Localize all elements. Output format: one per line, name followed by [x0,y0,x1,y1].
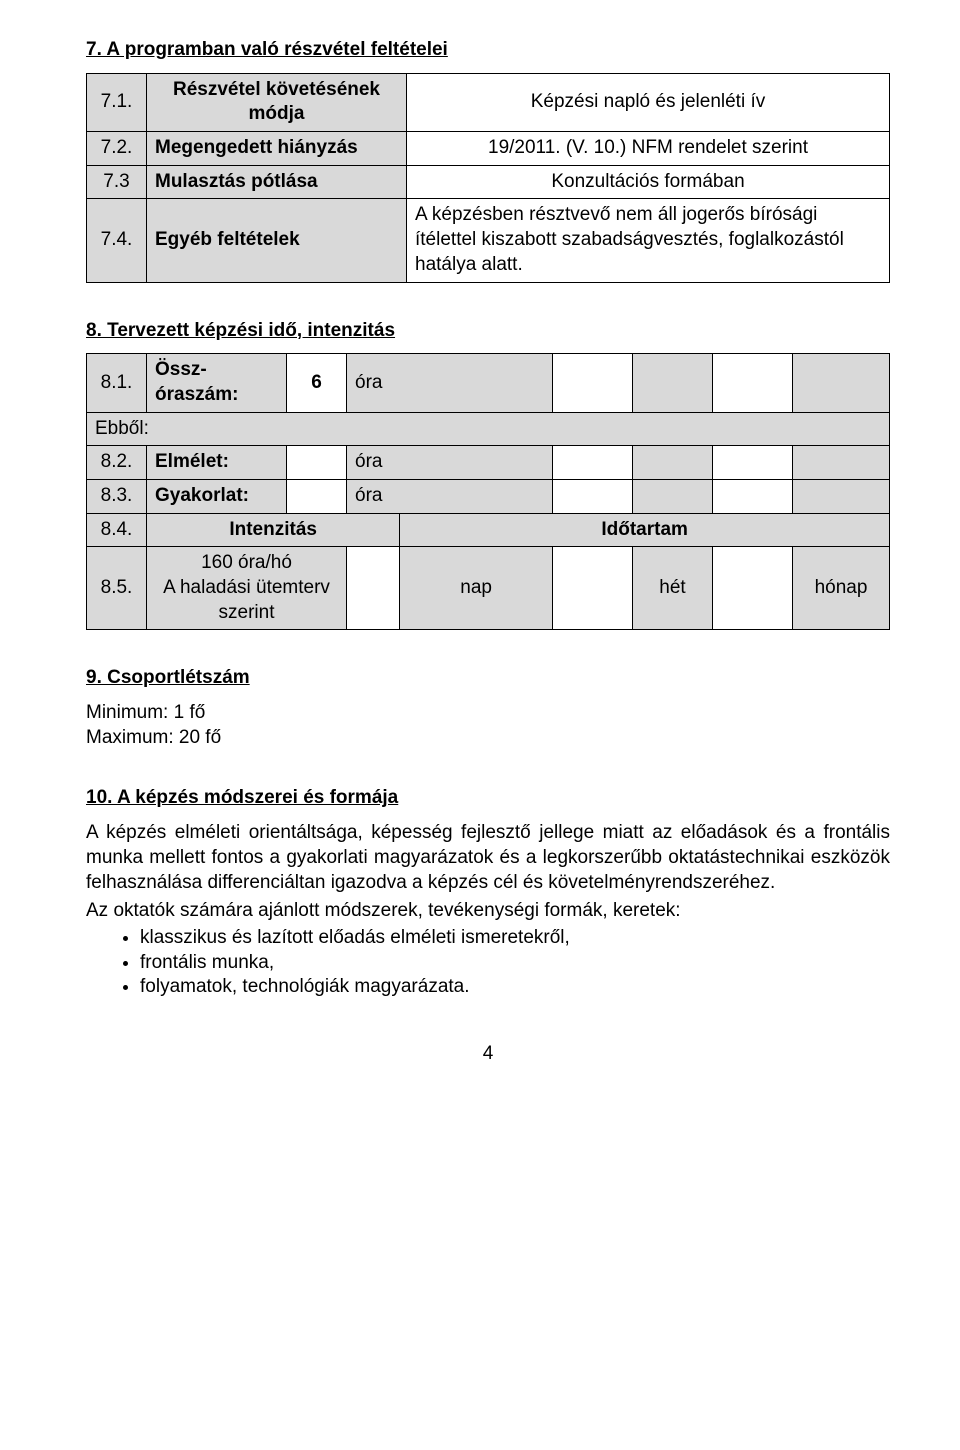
paragraph: Az oktatók számára ajánlott módszerek, t… [86,899,890,924]
cell-label: Megengedett hiányzás [147,132,407,166]
min-text: Minimum: 1 fő [86,701,890,726]
list-item: frontális munka, [140,951,890,976]
table-row: Ebből: [87,412,890,446]
cell-empty [347,547,400,630]
cell-num: 7.4. [87,199,147,282]
cell-label: 160 óra/hó A haladási ütemterv szerint [147,547,347,630]
cell-empty [287,479,347,513]
cell-label: Gyakorlat: [147,479,287,513]
cell-empty [553,479,633,513]
cell-value: Konzultációs formában [407,165,890,199]
cell-empty [633,446,713,480]
section-9-heading: 9. Csoportlétszám [86,666,890,691]
cell-num: 8.4. [87,513,147,547]
cell-empty [633,479,713,513]
list-item: folyamatok, technológiák magyarázata. [140,975,890,1000]
cell-label: Össz-óraszám: [147,354,287,412]
cell-empty [713,547,793,630]
cell-label: Intenzitás [147,513,400,547]
table-row: 8.2. Elmélet: óra [87,446,890,480]
page-number: 4 [86,1042,890,1067]
table-row: 7.2. Megengedett hiányzás 19/2011. (V. 1… [87,132,890,166]
bullet-list: klasszikus és lazított előadás elméleti … [86,926,890,1000]
cell-empty [713,354,793,412]
cell-unit: hónap [793,547,890,630]
cell-label: Egyéb feltételek [147,199,407,282]
cell-empty [553,547,633,630]
table-row: 8.1. Össz-óraszám: 6 óra [87,354,890,412]
table-row: 8.3. Gyakorlat: óra [87,479,890,513]
table-row: 7.1. Részvétel követésének módja Képzési… [87,73,890,131]
cell-empty [713,446,793,480]
cell-num: 7.2. [87,132,147,166]
section-10-heading: 10. A képzés módszerei és formája [86,786,890,811]
table-row: 7.4. Egyéb feltételek A képzésben résztv… [87,199,890,282]
cell-empty [793,479,890,513]
cell-empty [633,354,713,412]
section-7-heading: 7. A programban való részvétel feltétele… [86,38,890,63]
cell-value: A képzésben résztvevő nem áll jogerős bí… [407,199,890,282]
cell-empty [793,446,890,480]
cell-value: 6 [287,354,347,412]
cell-num: 8.1. [87,354,147,412]
list-item: klasszikus és lazított előadás elméleti … [140,926,890,951]
section-8-heading: 8. Tervezett képzési idő, intenzitás [86,319,890,344]
cell-unit: nap [400,547,553,630]
cell-unit: óra [347,354,553,412]
cell-value: Képzési napló és jelenléti ív [407,73,890,131]
cell-empty [713,479,793,513]
cell-label2: Időtartam [400,513,890,547]
cell-unit: óra [347,479,553,513]
table-7: 7.1. Részvétel követésének módja Képzési… [86,73,890,283]
cell-unit: óra [347,446,553,480]
table-row: 8.4. Intenzitás Időtartam [87,513,890,547]
cell-num: 7.1. [87,73,147,131]
cell-value: 19/2011. (V. 10.) NFM rendelet szerint [407,132,890,166]
cell-empty [553,446,633,480]
cell-ebbol: Ebből: [87,412,890,446]
paragraph: A képzés elméleti orientáltsága, képessé… [86,821,890,895]
max-text: Maximum: 20 fő [86,726,890,751]
cell-label: Részvétel követésének módja [147,73,407,131]
cell-empty [793,354,890,412]
table-8: 8.1. Össz-óraszám: 6 óra Ebből: 8.2. Elm… [86,353,890,630]
cell-label: Mulasztás pótlása [147,165,407,199]
cell-num: 8.3. [87,479,147,513]
cell-num: 8.5. [87,547,147,630]
table-row: 8.5. 160 óra/hó A haladási ütemterv szer… [87,547,890,630]
cell-empty [553,354,633,412]
cell-empty [287,446,347,480]
cell-num: 7.3 [87,165,147,199]
table-row: 7.3 Mulasztás pótlása Konzultációs formá… [87,165,890,199]
cell-unit: hét [633,547,713,630]
cell-label: Elmélet: [147,446,287,480]
cell-num: 8.2. [87,446,147,480]
